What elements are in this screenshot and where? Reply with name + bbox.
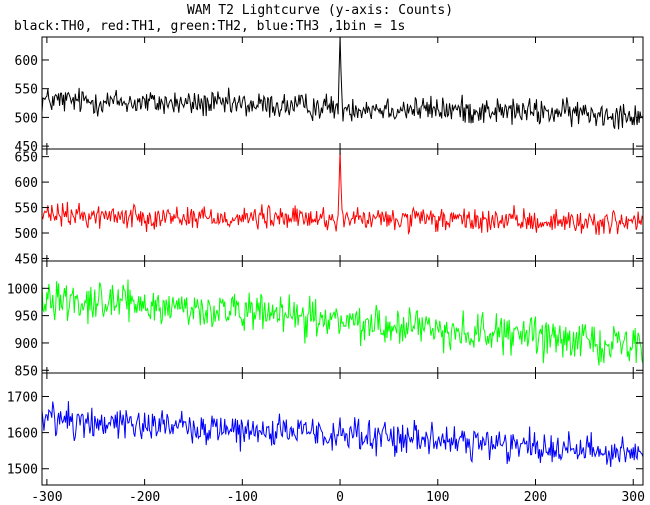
panel-frame: [41, 36, 644, 150]
series-line-TH2: [42, 279, 643, 366]
panel-TH0: 450 500 550 600: [15, 36, 644, 155]
chart-title: WAM T2 Lightcurve (y-axis: Counts): [187, 3, 453, 18]
y-tick-label: 600: [15, 54, 38, 69]
y-tick-label: 900: [15, 337, 38, 352]
y-tick-label: 1700: [7, 390, 38, 405]
series-line-TH0: [42, 37, 643, 130]
panel-frame: [41, 148, 644, 262]
chart-subtitle: black:TH0, red:TH1, green:TH2, blue:TH3 …: [14, 19, 405, 34]
x-tick-label: -100: [227, 490, 258, 505]
y-tick-label: 600: [15, 176, 38, 191]
panel-TH2: 850 900 950 1000: [7, 260, 644, 379]
panel-TH3: 1500 1600 1700: [7, 372, 644, 486]
x-axis: -300 -200 -100 0 100 200 300: [31, 37, 645, 505]
y-tick-label: 500: [15, 227, 38, 242]
series-line-TH3: [42, 401, 643, 467]
panel-frame: [41, 372, 644, 486]
x-tick-label: -300: [31, 490, 62, 505]
y-tick-label: 450: [15, 252, 38, 267]
x-tick-label: -200: [129, 490, 160, 505]
panel-frame: [41, 260, 644, 374]
y-tick-label: 500: [15, 111, 38, 126]
y-tick-label: 950: [15, 310, 38, 325]
x-tick-label: 100: [426, 490, 449, 505]
y-tick-label: 1000: [7, 282, 38, 297]
panels-group: 450 500 550 600 450 500 550 600 650 850 900 950 1000…: [7, 36, 644, 486]
x-tick-label: 300: [621, 490, 644, 505]
y-tick-label: 550: [15, 202, 38, 217]
series-line-TH1: [42, 150, 643, 236]
y-tick-label: 1600: [7, 427, 38, 442]
y-tick-label: 650: [15, 151, 38, 166]
x-tick-label: 200: [524, 490, 547, 505]
y-tick-label: 450: [15, 140, 38, 155]
y-tick-label: 550: [15, 83, 38, 98]
panel-TH1: 450 500 550 600 650: [15, 148, 644, 267]
y-tick-label: 850: [15, 364, 38, 379]
x-tick-label: 0: [336, 490, 344, 505]
y-tick-label: 1500: [7, 463, 38, 478]
